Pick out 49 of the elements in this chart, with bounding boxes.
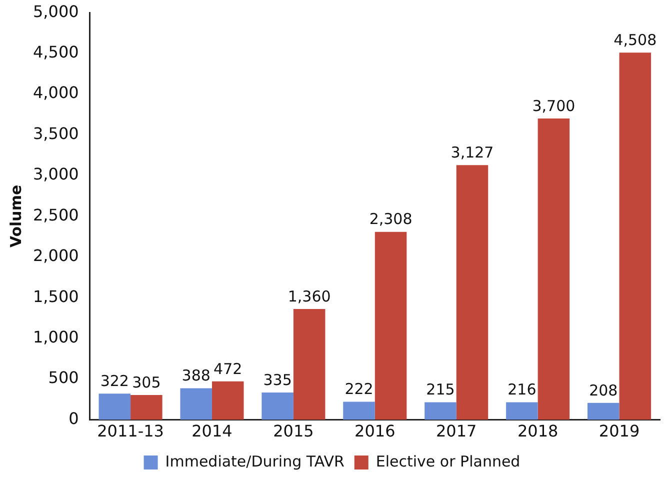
legend-label: Immediate/During TAVR (165, 452, 344, 470)
bar (588, 402, 620, 420)
data-label: 3,127 (450, 144, 494, 162)
x-tick-label: 2015 (273, 422, 314, 441)
y-tick-label: 0 (68, 408, 79, 428)
data-label: 215 (426, 380, 455, 399)
x-tick-label: 2016 (354, 422, 396, 441)
bar (506, 402, 538, 420)
data-label: 472 (214, 360, 242, 378)
y-tick-label: 3,500 (32, 124, 79, 143)
y-tick-label: 500 (48, 368, 79, 388)
bar (424, 402, 456, 420)
data-label: 1,360 (288, 287, 331, 306)
bar (180, 388, 212, 420)
data-label: 335 (263, 370, 292, 389)
x-tick-label: 2017 (436, 422, 477, 441)
bar (293, 309, 326, 420)
data-label: 322 (100, 372, 129, 390)
data-label: 305 (132, 373, 161, 392)
bar (374, 232, 407, 420)
y-tick-label: 4,000 (32, 83, 79, 102)
data-label: 216 (508, 380, 536, 399)
y-tick-label: 3,000 (32, 164, 79, 184)
bar (130, 394, 162, 420)
data-label: 388 (182, 366, 210, 385)
bar (343, 402, 375, 420)
bar (98, 394, 131, 420)
x-tick-label: 2014 (192, 422, 232, 441)
y-tick-label: 5,000 (32, 2, 79, 21)
bar (538, 118, 570, 420)
y-tick-label: 4,500 (32, 42, 79, 62)
bar (212, 381, 244, 420)
y-tick-label: 1,500 (32, 286, 79, 306)
data-label: 3,700 (532, 96, 576, 115)
bar (456, 165, 488, 420)
y-tick-label: 1,000 (32, 328, 79, 347)
y-axis-title: Volume (6, 184, 25, 248)
x-tick-label: 2011-13 (97, 422, 164, 441)
x-tick-label: 2018 (517, 422, 558, 441)
data-label: 4,508 (614, 31, 657, 50)
data-label: 222 (344, 380, 374, 398)
bar (262, 392, 294, 420)
x-tick-label: 2019 (598, 422, 640, 441)
legend-label: Elective or Planned (376, 452, 520, 470)
y-tick-label: 2,500 (32, 205, 79, 224)
y-tick-label: 2,000 (32, 246, 79, 266)
data-label: 2,308 (369, 210, 412, 228)
data-label: 208 (589, 381, 618, 400)
bar (619, 52, 652, 420)
